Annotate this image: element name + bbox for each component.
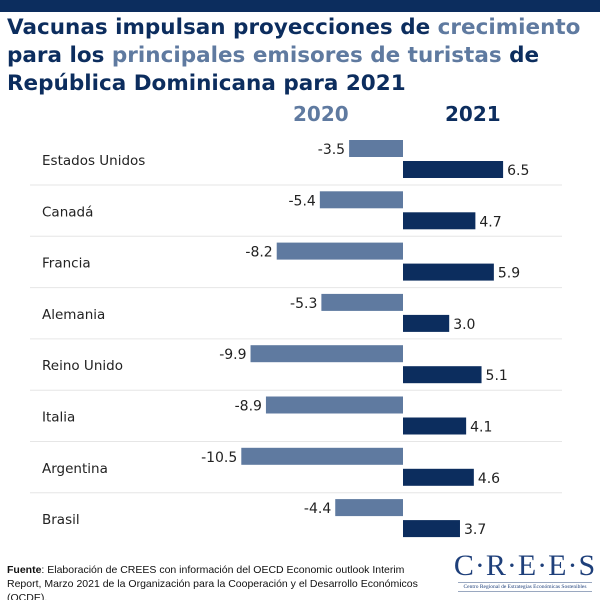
bar-2021 — [403, 212, 476, 230]
data-label: 4.6 — [478, 471, 500, 487]
data-label: 4.7 — [479, 214, 501, 230]
data-label: 5.9 — [498, 266, 520, 282]
bar-2021 — [403, 366, 482, 384]
logo-subtitle: Centro Regional de Estrategias Económica… — [458, 582, 592, 592]
category-label: Brasil — [42, 512, 80, 528]
bar-2021 — [403, 263, 494, 281]
chart-title: Vacunas impulsan proyecciones de crecimi… — [7, 14, 597, 98]
source-label: Fuente — [7, 564, 42, 576]
logo-name: C·R·E·E·S — [453, 549, 597, 582]
title-highlight: principales emisores de turistas — [111, 43, 502, 68]
bar-2020 — [250, 345, 403, 363]
bar-2020 — [241, 447, 403, 465]
category-label: Italia — [42, 410, 75, 426]
bar-2020 — [349, 140, 403, 157]
data-label: 3.0 — [453, 317, 475, 333]
title-text: para los — [7, 43, 112, 68]
data-label: 4.1 — [470, 420, 492, 436]
bar-2020 — [265, 396, 403, 414]
title-text: de República Dominicana para 2021 — [7, 43, 540, 96]
bar-2021 — [403, 161, 504, 178]
category-label: Canadá — [42, 204, 93, 220]
data-label: -4.4 — [304, 501, 331, 517]
data-label: -10.5 — [201, 450, 237, 466]
crees-logo: C·R·E·E·S Centro Regional de Estrategias … — [450, 550, 600, 592]
bar-2021 — [403, 314, 450, 332]
title-text: Vacunas impulsan proyecciones de — [7, 15, 438, 40]
data-label: -5.4 — [289, 193, 316, 209]
source-note: Fuente: Elaboración de CREES con informa… — [7, 563, 427, 600]
data-label: 6.5 — [507, 163, 529, 179]
category-label: Argentina — [42, 461, 108, 477]
source-text: : Elaboración de CREES con información d… — [7, 564, 418, 600]
category-label: Estados Unidos — [42, 153, 145, 169]
top-bar — [0, 0, 600, 12]
category-label: Reino Unido — [42, 358, 123, 374]
category-label: Francia — [42, 256, 91, 272]
bar-2021 — [403, 520, 460, 538]
data-label: -8.9 — [235, 399, 262, 415]
data-label: -8.2 — [245, 245, 272, 261]
data-label: 3.7 — [464, 522, 486, 538]
bar-2020 — [319, 191, 403, 209]
legend-2020: 2020 — [293, 102, 349, 126]
data-label: 5.1 — [486, 368, 508, 384]
legend-2021: 2021 — [445, 102, 501, 126]
data-label: -3.5 — [318, 142, 345, 158]
bar-2020 — [276, 242, 403, 260]
title-highlight: crecimiento — [437, 15, 581, 40]
bar-2020 — [321, 293, 403, 311]
data-label: -9.9 — [219, 347, 246, 363]
bar-2021 — [403, 468, 474, 486]
category-label: Alemania — [42, 307, 105, 323]
data-label: -5.3 — [290, 296, 317, 312]
bar-2021 — [403, 417, 467, 435]
bar-2020 — [335, 499, 403, 517]
